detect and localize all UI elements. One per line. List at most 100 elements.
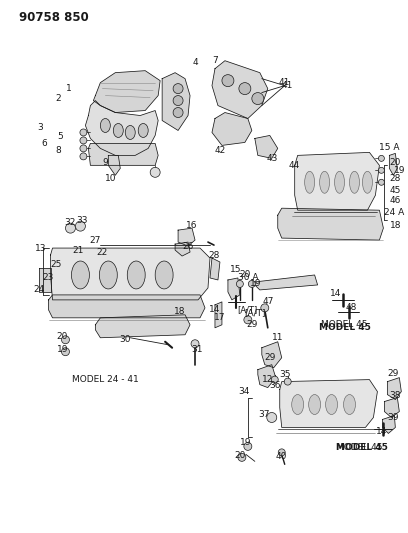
Circle shape bbox=[244, 442, 252, 450]
Text: 15: 15 bbox=[230, 265, 242, 274]
Circle shape bbox=[65, 223, 75, 233]
Ellipse shape bbox=[326, 394, 337, 415]
Text: 15 A: 15 A bbox=[379, 143, 399, 152]
Ellipse shape bbox=[344, 394, 355, 415]
Text: 29: 29 bbox=[388, 369, 399, 378]
Polygon shape bbox=[280, 379, 377, 427]
Ellipse shape bbox=[100, 261, 117, 289]
Text: 30 A: 30 A bbox=[237, 273, 258, 282]
Polygon shape bbox=[49, 295, 205, 318]
Polygon shape bbox=[210, 258, 220, 280]
Ellipse shape bbox=[350, 171, 359, 193]
Text: 34: 34 bbox=[238, 387, 250, 396]
Polygon shape bbox=[228, 278, 240, 300]
Text: 17: 17 bbox=[214, 313, 226, 322]
Ellipse shape bbox=[335, 171, 344, 193]
Ellipse shape bbox=[155, 261, 173, 289]
Text: 23: 23 bbox=[43, 273, 54, 282]
Text: 19: 19 bbox=[240, 438, 252, 447]
Text: 38: 38 bbox=[390, 391, 401, 400]
Text: 25: 25 bbox=[51, 260, 62, 269]
Text: MODEL 45: MODEL 45 bbox=[335, 443, 388, 452]
Polygon shape bbox=[51, 248, 210, 300]
Text: 11: 11 bbox=[272, 333, 284, 342]
Ellipse shape bbox=[71, 261, 89, 289]
Polygon shape bbox=[262, 342, 282, 368]
Ellipse shape bbox=[319, 171, 330, 193]
Text: 20: 20 bbox=[57, 332, 68, 341]
Text: 45: 45 bbox=[390, 186, 401, 195]
Text: 14: 14 bbox=[376, 427, 387, 436]
Text: 5: 5 bbox=[58, 132, 63, 141]
Ellipse shape bbox=[127, 261, 145, 289]
Circle shape bbox=[378, 167, 384, 173]
Polygon shape bbox=[93, 71, 160, 112]
Text: 33: 33 bbox=[77, 216, 88, 224]
Text: 24 A: 24 A bbox=[384, 208, 404, 217]
Text: 4: 4 bbox=[192, 58, 198, 67]
Text: 7: 7 bbox=[212, 56, 218, 65]
Text: 46: 46 bbox=[390, 196, 401, 205]
Circle shape bbox=[378, 179, 384, 185]
Text: 41: 41 bbox=[279, 78, 290, 87]
Text: 31: 31 bbox=[191, 345, 203, 354]
Circle shape bbox=[252, 93, 264, 104]
Text: 30: 30 bbox=[120, 335, 131, 344]
Text: 19: 19 bbox=[57, 345, 68, 354]
Text: 32: 32 bbox=[65, 217, 76, 227]
Text: MODEL 45: MODEL 45 bbox=[336, 443, 383, 452]
Text: [A/T]: [A/T] bbox=[244, 309, 266, 317]
Circle shape bbox=[80, 129, 87, 136]
Circle shape bbox=[378, 156, 384, 161]
Text: 27: 27 bbox=[90, 236, 101, 245]
Polygon shape bbox=[212, 112, 252, 146]
Polygon shape bbox=[258, 365, 276, 387]
Ellipse shape bbox=[362, 171, 373, 193]
Ellipse shape bbox=[113, 124, 123, 138]
Polygon shape bbox=[175, 242, 190, 256]
Circle shape bbox=[62, 348, 69, 356]
Text: 36: 36 bbox=[269, 381, 281, 390]
Text: 42: 42 bbox=[214, 146, 226, 155]
Text: 3: 3 bbox=[38, 123, 43, 132]
Circle shape bbox=[271, 376, 278, 383]
Ellipse shape bbox=[138, 124, 148, 138]
Polygon shape bbox=[255, 135, 278, 158]
Text: 37: 37 bbox=[258, 410, 270, 419]
Text: 12: 12 bbox=[262, 375, 273, 384]
Polygon shape bbox=[382, 416, 395, 433]
Text: 29: 29 bbox=[264, 353, 275, 362]
Polygon shape bbox=[89, 143, 158, 165]
Polygon shape bbox=[255, 275, 317, 290]
Text: 14: 14 bbox=[209, 305, 221, 314]
Polygon shape bbox=[387, 377, 401, 400]
Circle shape bbox=[238, 454, 246, 462]
Text: MODEL 45: MODEL 45 bbox=[321, 320, 368, 329]
Circle shape bbox=[75, 221, 85, 231]
Circle shape bbox=[80, 153, 87, 160]
Ellipse shape bbox=[305, 171, 315, 193]
Text: 8: 8 bbox=[55, 146, 61, 155]
Circle shape bbox=[284, 378, 291, 385]
Circle shape bbox=[150, 167, 160, 177]
Circle shape bbox=[222, 75, 234, 87]
Text: 20: 20 bbox=[390, 158, 401, 167]
Text: 20: 20 bbox=[239, 270, 251, 279]
Text: 19: 19 bbox=[394, 166, 405, 175]
Text: MODEL 45: MODEL 45 bbox=[319, 324, 370, 332]
Text: 2: 2 bbox=[55, 94, 61, 103]
Text: 21: 21 bbox=[73, 246, 84, 255]
Polygon shape bbox=[212, 61, 268, 118]
Polygon shape bbox=[162, 72, 190, 131]
Text: 18: 18 bbox=[390, 221, 401, 230]
Ellipse shape bbox=[308, 394, 321, 415]
Text: 24: 24 bbox=[33, 285, 44, 294]
Circle shape bbox=[173, 84, 183, 94]
Polygon shape bbox=[389, 154, 397, 175]
Text: 44: 44 bbox=[288, 161, 299, 170]
Polygon shape bbox=[95, 315, 190, 338]
Text: 35: 35 bbox=[279, 370, 290, 379]
Circle shape bbox=[244, 316, 252, 324]
Text: 43: 43 bbox=[266, 154, 277, 163]
Polygon shape bbox=[109, 156, 120, 175]
